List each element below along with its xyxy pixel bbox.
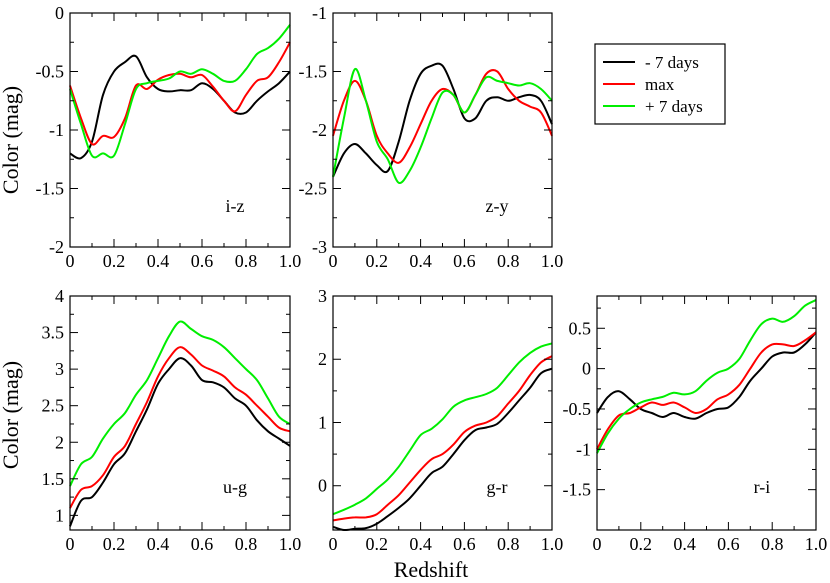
legend-entry: max — [645, 75, 675, 94]
y-tick-label: 0 — [582, 359, 591, 379]
x-tick-label: 0.2 — [630, 534, 653, 554]
x-tick-label: 0 — [329, 534, 338, 554]
legend: - 7 days max + 7 days — [594, 43, 726, 125]
y-tick-label: 2 — [318, 349, 327, 369]
y-tick-label: -3 — [312, 237, 327, 257]
x-tick-label: 0.8 — [497, 534, 520, 554]
panel-i-z: 0 0.2 0.4 0.6 0.8 1.0 -2 -1.5 -1 -0.5 0 i-z — [36, 3, 302, 271]
x-tick-label: 0 — [66, 251, 75, 271]
y-tick-label: 3.5 — [42, 323, 65, 343]
x-tick-label: 0.4 — [147, 251, 170, 271]
y-tick-label: 2 — [55, 432, 64, 452]
y-tick-label: 0 — [318, 476, 327, 496]
x-tick-label: 0.4 — [409, 251, 432, 271]
y-tick-label: -2 — [312, 120, 327, 140]
panel-u-g: 0 0.2 0.4 0.6 0.8 1.0 1 1.5 2 2.5 3 3.5 4 u-g — [42, 286, 302, 554]
x-tick-label: 0.6 — [453, 534, 476, 554]
series-line-i-z-0 — [69, 54, 291, 160]
x-tick-label: 0.8 — [497, 251, 520, 271]
x-tick-label: 0.2 — [366, 534, 389, 554]
legend-entry: + 7 days — [645, 97, 703, 116]
x-tick-label: 1.0 — [805, 534, 828, 554]
x-tick-label: 0.2 — [366, 251, 389, 271]
x-tick-label: 0 — [593, 534, 602, 554]
y-tick-label: 0 — [55, 3, 64, 23]
panel-label: r-i — [754, 477, 771, 497]
x-axis-label: Redshift — [394, 557, 469, 582]
y-tick-label: 0.5 — [569, 318, 592, 338]
x-tick-label: 1.0 — [541, 534, 564, 554]
panel-g-r: 0 0.2 0.4 0.6 0.8 1.0 0 1 2 3 g-r — [318, 286, 563, 554]
panel-z-y: 0 0.2 0.4 0.6 0.8 1.0 -3 -2.5 -2 -1.5 -1 z-y — [299, 3, 564, 271]
series-line-u-g-1 — [69, 346, 291, 509]
x-tick-label: 0.2 — [103, 251, 126, 271]
y-tick-label: -0.5 — [563, 399, 592, 419]
x-tick-label: 0.6 — [191, 251, 214, 271]
series-line-r-i-2 — [596, 299, 817, 454]
y-tick-label: -1 — [312, 3, 327, 23]
x-tick-label: 0.6 — [453, 251, 476, 271]
y-tick-label: -1.5 — [299, 62, 328, 82]
y-tick-label: -1 — [49, 120, 64, 140]
x-tick-label: 0.4 — [673, 534, 696, 554]
y-tick-label: -0.5 — [36, 62, 65, 82]
y-tick-label: 3 — [318, 286, 327, 306]
x-tick-label: 0.8 — [235, 534, 258, 554]
y-tick-label: 1.5 — [42, 469, 65, 489]
series-line-g-r-2 — [332, 342, 553, 516]
x-tick-label: 0.2 — [103, 534, 126, 554]
series-line-r-i-1 — [596, 331, 817, 450]
x-tick-label: 0.4 — [147, 534, 170, 554]
y-tick-label: -1.5 — [36, 179, 65, 199]
x-tick-label: 0 — [329, 251, 338, 271]
x-tick-label: 0.8 — [761, 534, 784, 554]
x-tick-label: 1.0 — [279, 251, 302, 271]
y-tick-label: -1.5 — [563, 480, 592, 500]
series-line-u-g-2 — [69, 320, 291, 487]
legend-entry: - 7 days — [645, 53, 699, 72]
panel-label: g-r — [487, 477, 508, 497]
y-tick-label: -1 — [576, 439, 591, 459]
x-tick-label: 1.0 — [541, 251, 564, 271]
panel-label: i-z — [226, 196, 245, 216]
series-line-i-z-2 — [69, 24, 291, 159]
y-tick-label: 4 — [55, 286, 64, 306]
series-line-i-z-1 — [69, 41, 291, 146]
x-tick-label: 0.4 — [409, 534, 432, 554]
series-line-u-g-0 — [69, 357, 291, 527]
panel-label: u-g — [223, 477, 247, 497]
series-line-r-i-0 — [596, 331, 817, 420]
series-line-g-r-1 — [332, 355, 553, 522]
x-tick-label: 0.6 — [717, 534, 740, 554]
x-tick-label: 0.6 — [191, 534, 214, 554]
panel-r-i: 0 0.2 0.4 0.6 0.8 1.0 -1.5 -1 -0.5 0 0.5 r-i — [563, 295, 828, 554]
y-tick-label: -2 — [49, 237, 64, 257]
x-tick-label: 1.0 — [279, 534, 302, 554]
y-tick-label: 1 — [55, 505, 64, 525]
series-line-z-y-2 — [332, 68, 553, 184]
series-line-g-r-0 — [332, 367, 553, 532]
x-tick-label: 0.8 — [235, 251, 258, 271]
y-axis-label-bottom: Color (mag) — [0, 361, 23, 469]
x-tick-label: 0 — [66, 534, 75, 554]
y-tick-label: 3 — [55, 359, 64, 379]
y-axis-label-top: Color (mag) — [0, 86, 23, 194]
panel-label: z-y — [486, 196, 509, 216]
y-tick-label: -2.5 — [299, 179, 328, 199]
y-tick-label: 2.5 — [42, 396, 65, 416]
y-tick-label: 1 — [318, 412, 327, 432]
